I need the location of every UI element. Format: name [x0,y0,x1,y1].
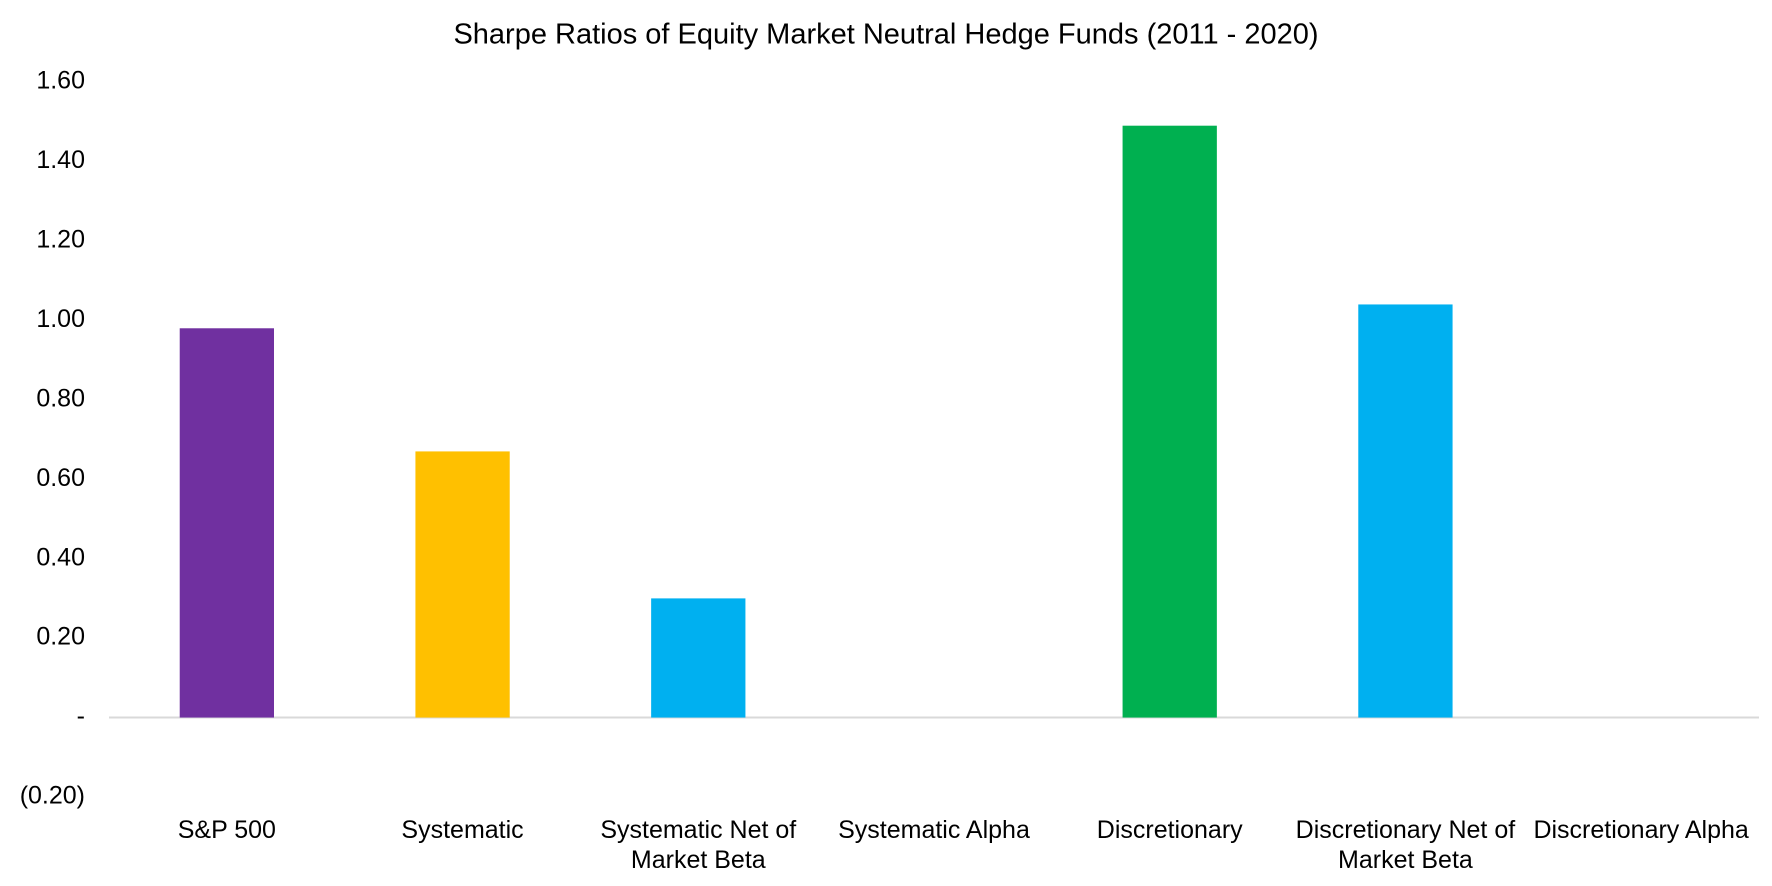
bar [651,598,746,718]
y-tick-label: 1.00 [36,305,85,333]
y-tick-label: (0.20) [20,782,85,810]
y-tick-label: 1.60 [36,67,85,95]
y-tick-label: 0.40 [36,543,85,571]
y-tick-label: 1.20 [36,225,85,253]
x-tick-label: Discretionary [1096,816,1243,844]
y-tick-label: 0.60 [36,464,85,492]
x-tick-label: Systematic [401,816,524,844]
x-tick-label: Discretionary Alpha [1533,816,1749,844]
y-tick-label: - [77,702,85,730]
x-tick-label: Systematic Net of Market Beta [600,816,797,874]
bar [1122,125,1217,718]
x-tick-label: S&P 500 [177,816,276,844]
x-tick-label: Discretionary Net of Market Beta [1295,816,1516,874]
bar [1358,304,1453,718]
y-tick-label: 0.80 [36,384,85,412]
bar [179,328,274,718]
y-tick-label: 0.20 [36,623,85,651]
bar [415,451,510,718]
chart-title: Sharpe Ratios of Equity Market Neutral H… [453,19,1318,51]
x-tick-label: Systematic Alpha [838,816,1030,844]
y-tick-label: 1.40 [36,146,85,174]
